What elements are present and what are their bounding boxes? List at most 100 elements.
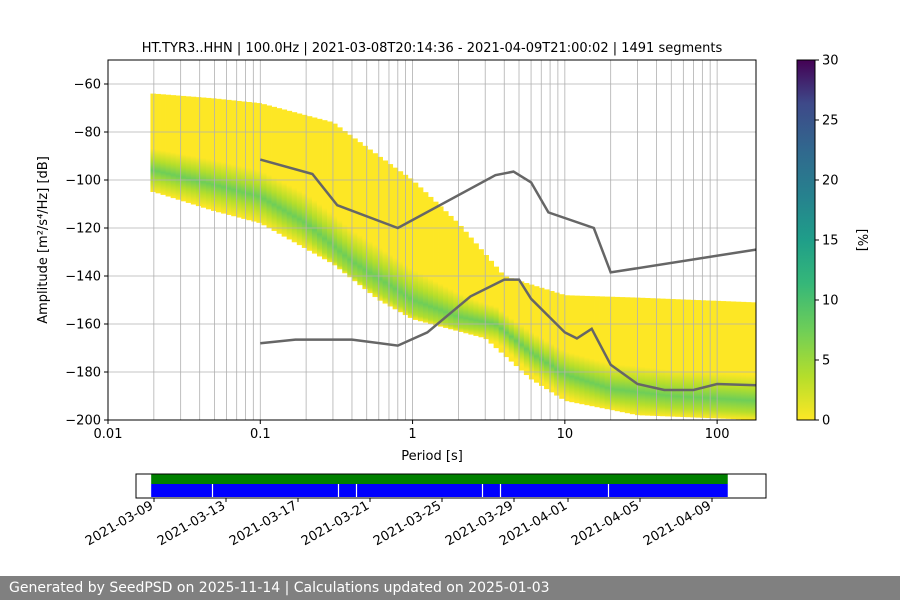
heatmap-column bbox=[569, 295, 575, 403]
heatmap-column bbox=[473, 243, 479, 336]
heatmap-column bbox=[306, 116, 313, 251]
heatmap-column bbox=[740, 301, 747, 420]
high-noise-model-line bbox=[259, 158, 757, 274]
heatmap-column bbox=[554, 292, 560, 396]
heatmap-column bbox=[301, 114, 308, 248]
heatmap-column bbox=[745, 302, 752, 420]
heatmap-column bbox=[639, 297, 646, 416]
timeline-date-ticks: 2021-03-09 2021-03-13 2021-03-17 2021-03-21… bbox=[83, 498, 714, 549]
availability-timeline bbox=[151, 474, 728, 497]
heatmap-column bbox=[695, 300, 701, 418]
heatmap-column bbox=[503, 276, 510, 358]
heatmap-column bbox=[589, 296, 595, 407]
heatmap-column bbox=[574, 295, 580, 404]
heatmap-column bbox=[241, 101, 247, 219]
heatmap-column bbox=[584, 295, 590, 406]
heatmap-column bbox=[422, 192, 429, 323]
heatmap-column bbox=[347, 134, 353, 278]
availability-bar-main bbox=[151, 484, 728, 497]
x-tick-label: 100 bbox=[705, 427, 730, 442]
heatmap-column bbox=[750, 302, 757, 420]
chart-title: HT.TYR3..HHN | 100.0Hz | 2021-03-08T20:1… bbox=[142, 41, 723, 56]
noise-model-lines bbox=[259, 158, 757, 392]
date-tick-label: 2021-04-09 bbox=[641, 498, 714, 549]
heatmap-column bbox=[311, 117, 318, 254]
heatmap-column bbox=[483, 255, 489, 340]
heatmap-column bbox=[236, 100, 242, 218]
heatmap-column bbox=[730, 301, 737, 420]
heatmap-column bbox=[700, 300, 706, 418]
heatmap-column bbox=[261, 104, 267, 226]
heatmap-column bbox=[685, 299, 691, 418]
heatmap-column bbox=[458, 225, 464, 332]
heatmap-column bbox=[251, 102, 257, 222]
heatmap-column bbox=[533, 286, 540, 383]
heatmap-column bbox=[675, 299, 681, 417]
y-axis-ticks: −60 −80 −100 −120 −140 −160 −180 −200 bbox=[65, 78, 108, 429]
date-tick-label: 2021-03-13 bbox=[155, 498, 228, 549]
footer-status: Generated by SeedPSD on 2025-11-14 | Cal… bbox=[0, 576, 900, 600]
date-tick-label: 2021-03-21 bbox=[299, 498, 372, 549]
heatmap-column bbox=[175, 95, 182, 200]
heatmap-column bbox=[508, 278, 515, 362]
heatmap-column bbox=[327, 121, 333, 263]
y-axis-label: Amplitude [m²/s⁴/Hz] [dB] bbox=[36, 156, 51, 324]
heatmap-column bbox=[523, 283, 530, 376]
heatmap-column bbox=[660, 298, 666, 417]
heatmap-column bbox=[564, 295, 570, 402]
heatmap-column bbox=[160, 94, 166, 195]
heatmap-column bbox=[498, 272, 505, 353]
heatmap-column bbox=[342, 131, 348, 274]
heatmap-column bbox=[650, 298, 656, 416]
heatmap-column bbox=[725, 301, 732, 419]
heatmap-column bbox=[200, 97, 207, 208]
heatmap-column bbox=[670, 299, 676, 417]
colorbar-tick-label: 0 bbox=[822, 414, 830, 429]
heatmap-column bbox=[438, 206, 444, 327]
heatmap-column bbox=[397, 171, 404, 313]
heatmap-column bbox=[539, 287, 545, 386]
colorbar-tick-label: 30 bbox=[822, 54, 839, 69]
heatmap-column bbox=[286, 110, 293, 240]
y-tick-label: −120 bbox=[65, 222, 101, 237]
heatmap-column bbox=[468, 237, 474, 335]
heatmap-column bbox=[493, 266, 500, 349]
y-tick-label: −100 bbox=[65, 174, 101, 189]
heatmap-column bbox=[377, 156, 383, 301]
heatmap-column bbox=[266, 105, 272, 229]
heatmap-column bbox=[150, 93, 156, 192]
heatmap-column bbox=[655, 298, 661, 417]
heatmap-column bbox=[221, 99, 227, 214]
heatmap-column bbox=[705, 300, 711, 419]
y-tick-label: −200 bbox=[65, 414, 101, 429]
heatmap-column bbox=[316, 118, 323, 257]
heatmap-column bbox=[281, 109, 288, 237]
heatmap-column bbox=[332, 123, 338, 266]
heatmap-column bbox=[619, 297, 626, 413]
heatmap-column bbox=[352, 138, 358, 282]
heatmap-column bbox=[417, 187, 424, 322]
y-tick-label: −160 bbox=[65, 318, 101, 333]
heatmap-column bbox=[544, 289, 550, 390]
heatmap-column bbox=[211, 98, 217, 211]
y-tick-label: −180 bbox=[65, 366, 101, 381]
heatmap-column bbox=[362, 145, 368, 290]
date-tick-label: 2021-03-09 bbox=[83, 498, 156, 549]
heatmap-column bbox=[165, 94, 172, 197]
availability-bar-top bbox=[151, 474, 728, 484]
heatmap-column bbox=[644, 298, 651, 416]
heatmap-column bbox=[433, 201, 439, 326]
heatmap-column bbox=[463, 231, 469, 334]
heatmap-column bbox=[246, 102, 252, 221]
heatmap-column bbox=[276, 108, 283, 234]
heatmap-column bbox=[518, 281, 525, 371]
colorbar-tick-label: 15 bbox=[822, 234, 839, 249]
heatmap-column bbox=[604, 296, 611, 410]
heatmap-column bbox=[231, 100, 237, 217]
heatmap-column bbox=[720, 301, 727, 419]
heatmap-column bbox=[735, 301, 742, 420]
heatmap-column bbox=[690, 299, 696, 418]
heatmap-column bbox=[488, 260, 494, 344]
heatmap-column bbox=[205, 97, 212, 210]
heatmap-column bbox=[185, 96, 192, 203]
